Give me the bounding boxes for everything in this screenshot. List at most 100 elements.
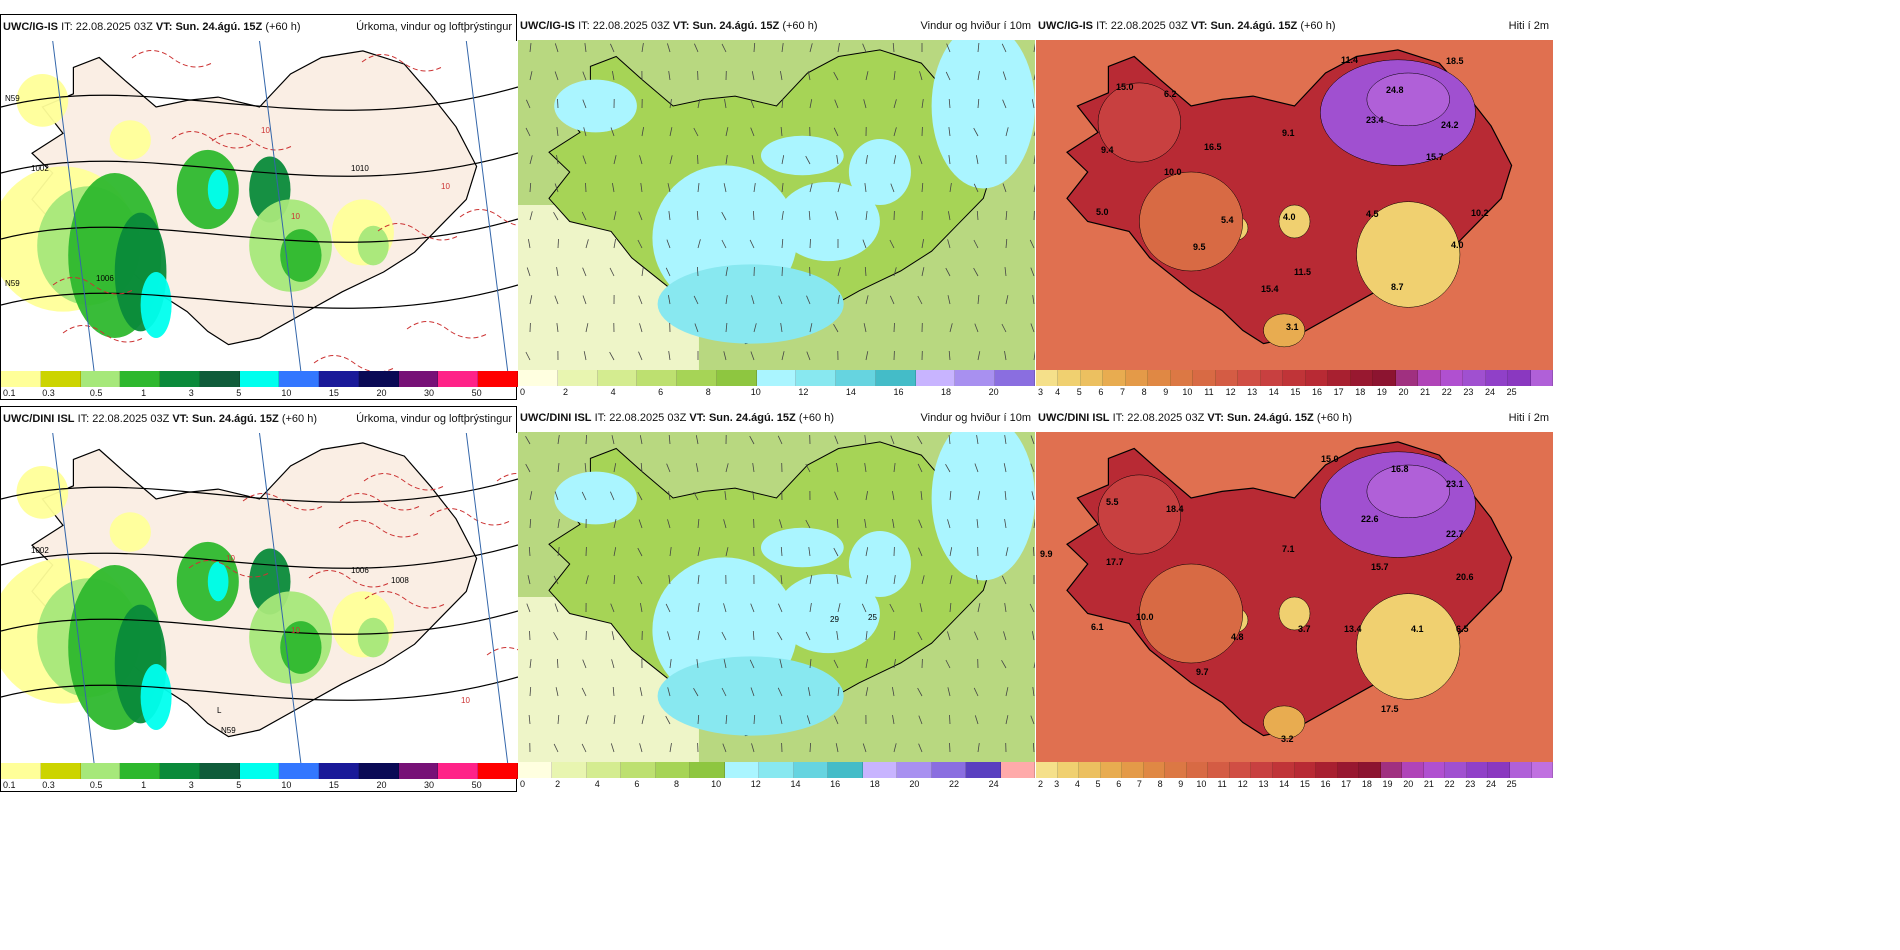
wind-arrow [610,127,615,137]
wind-arrow [1004,519,1007,529]
map-label: 1002 [31,164,49,173]
wind-arrow [553,743,559,753]
wind-arrow [581,687,587,697]
colorbar-tick: 5 [236,780,242,790]
isobar [1,152,518,177]
wind-arrow [781,183,784,193]
wind-arrow [806,351,811,361]
wind-arrow [977,42,980,53]
panel-header: UWC/DINI ISL IT: 22.08.2025 03Z VT: Sun.… [1,407,516,433]
temp-area [1139,563,1244,664]
colorbar-swatch [1,763,41,779]
wind-arrow [585,182,587,193]
wind-arrow [948,211,951,221]
wind-arrow [666,463,671,473]
wind-arrow [697,518,700,529]
colorbar-swatch [1100,762,1123,778]
wind-arrow [667,519,671,529]
wind-arrow [585,715,589,725]
colorbar-tick: 0.1 [3,780,16,790]
isobar [1,676,518,701]
colorbar-swatch [358,763,399,779]
wind-arrow [697,547,701,557]
wind-arrow [1004,490,1007,501]
wind-arrow [809,183,813,193]
colorbar-tick: 8 [705,387,711,397]
wind-arrow [973,127,979,137]
temp-contour [211,133,293,151]
wind-arrow [638,211,643,221]
wind-arrow [890,183,895,193]
colorbar-tick: 8 [1141,387,1147,397]
wind-arrow [948,98,951,109]
wind-arrow [945,71,951,81]
temp-area [1366,464,1450,519]
wind-arrow [581,211,587,221]
it-label: IT: [1096,20,1108,32]
wind-arrow [893,743,897,753]
colorbar-swatch [1103,370,1126,386]
colorbar-swatch [1294,762,1317,778]
wind-arrow [781,155,785,165]
wind-arrow [753,323,757,333]
colorbar-tick: 50 [471,388,482,398]
colorbar-swatch [1229,762,1252,778]
graticule [259,433,302,763]
map-label: 10.2 [1471,208,1489,218]
map-label: 9.9 [1040,549,1053,559]
temp-contour [62,325,144,343]
wind-arrow [949,183,952,193]
colorbar-swatch [1186,762,1209,778]
colorbar-swatch [1215,370,1239,386]
wind-arrow [835,211,839,221]
colorbar-tick: 8 [1157,779,1163,789]
wind-arrow [976,435,979,445]
wind-arrow [833,547,839,557]
wind-arrow [1004,267,1007,277]
colorbar-swatch [1,371,41,387]
vt-label: VT: [672,20,690,32]
temp-contour [406,321,488,339]
wind-arrow [809,323,813,333]
colorbar-swatch [199,763,240,779]
colorbar-swatch [199,371,240,387]
colorbar-swatch [1143,762,1166,778]
colorbar-swatch [793,762,829,778]
wind-arrow [1030,463,1035,473]
colorbar-swatch [1193,370,1216,386]
map-panel-p4: UWC/DINI ISL IT: 22.08.2025 03Z VT: Sun.… [0,406,518,792]
wind-arrow [889,295,895,305]
map-label: 3.7 [1298,624,1311,634]
colorbar-tick: 10 [711,779,722,789]
map-label: 15.7 [1371,562,1389,572]
map-label: 10.0 [1164,167,1182,177]
colorbar-swatch [80,763,121,779]
wind-arrow [781,43,784,53]
colorbar-tick: 4 [1055,387,1061,397]
wind-arrow [921,267,925,277]
map-label: 20.6 [1456,572,1474,582]
wind-arrow [945,267,951,277]
colorbar-tick: 23 [1463,387,1474,397]
graticule [52,433,95,763]
wind-arrow [919,603,923,613]
temp-contour [242,493,324,511]
wind-arrow [836,631,839,641]
colorbar-tick: 15 [1299,779,1310,789]
it-label: IT: [594,412,607,424]
wind-arrow [637,239,643,249]
wind-arrow [1005,210,1008,221]
map-label: N59 [221,726,236,735]
temp-contour [361,54,443,72]
colorbar-tick: 7 [1136,779,1142,789]
wind-arrow [668,491,671,501]
vt-label: VT: [155,21,173,33]
map-label: 15.0 [1116,82,1134,92]
colorbar-tick: 3 [188,780,194,790]
wind-arrow [918,155,923,165]
map-label: 23.4 [1366,115,1384,125]
wind-arrow [750,127,755,137]
valid-time: Sun. 24.ágú. 15Z [191,413,279,425]
colorbar-swatch [677,370,717,386]
wind-arrow [921,239,924,249]
